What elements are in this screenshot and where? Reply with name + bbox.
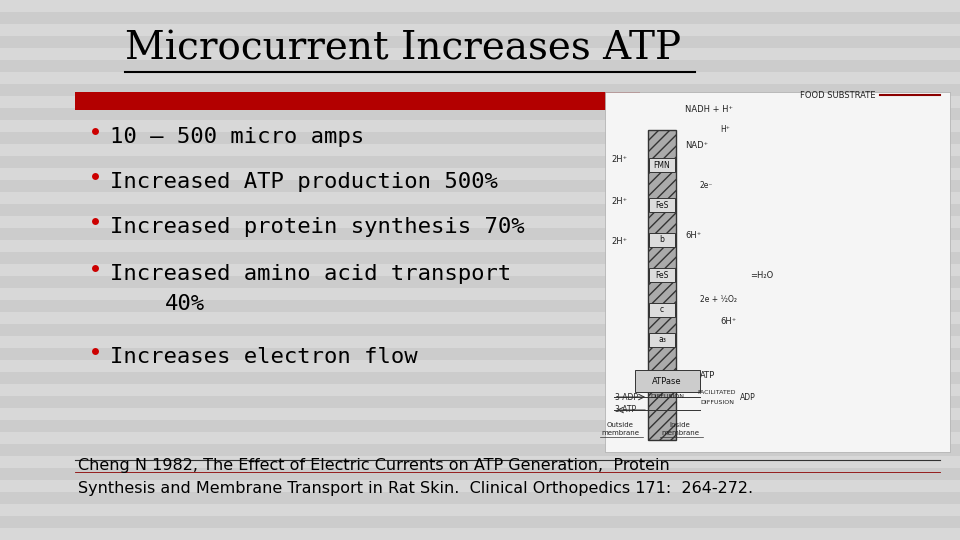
Bar <box>0 300 960 312</box>
Bar <box>0 36 960 48</box>
Bar <box>0 288 960 300</box>
Bar <box>0 432 960 444</box>
Bar <box>0 120 960 132</box>
Text: b: b <box>660 235 664 245</box>
Bar <box>0 48 960 60</box>
Bar <box>0 360 960 372</box>
Text: c: c <box>660 306 664 314</box>
Bar <box>75 92 640 110</box>
Bar <box>0 312 960 324</box>
Text: 6H⁺: 6H⁺ <box>720 318 736 327</box>
Text: 3 ATP: 3 ATP <box>615 406 636 415</box>
Bar <box>0 276 960 288</box>
Bar <box>0 108 960 120</box>
Text: 2H⁺: 2H⁺ <box>612 156 628 165</box>
Text: Increased amino acid transport: Increased amino acid transport <box>110 264 512 284</box>
Bar <box>649 158 675 172</box>
Bar <box>0 168 960 180</box>
Bar <box>649 198 675 212</box>
Bar <box>0 480 960 492</box>
Text: FeS: FeS <box>656 200 669 210</box>
Text: 40%: 40% <box>165 294 205 314</box>
Bar <box>0 132 960 144</box>
Text: 10 – 500 micro amps: 10 – 500 micro amps <box>110 127 364 147</box>
Bar <box>0 336 960 348</box>
Bar <box>605 92 950 452</box>
Bar <box>0 192 960 204</box>
Bar <box>0 516 960 528</box>
Bar <box>0 504 960 516</box>
Text: DIFFUSION: DIFFUSION <box>650 395 684 400</box>
Bar <box>0 204 960 216</box>
Bar <box>0 216 960 228</box>
Bar <box>0 144 960 156</box>
Text: NAD⁺: NAD⁺ <box>685 140 708 150</box>
Bar <box>649 233 675 247</box>
Text: DIFFUSION: DIFFUSION <box>700 400 734 404</box>
Bar <box>0 528 960 540</box>
Text: H⁺: H⁺ <box>720 125 730 134</box>
Bar <box>0 492 960 504</box>
Bar <box>0 444 960 456</box>
Text: Synthesis and Membrane Transport in Rat Skin.  Clinical Orthopedics 171:  264-27: Synthesis and Membrane Transport in Rat … <box>78 481 754 496</box>
Bar <box>0 12 960 24</box>
Bar <box>0 0 960 12</box>
Bar <box>0 84 960 96</box>
Text: 6H⁺: 6H⁺ <box>685 231 701 240</box>
Text: ATPase: ATPase <box>652 376 682 386</box>
Bar <box>0 96 960 108</box>
Text: =H₂O: =H₂O <box>750 271 773 280</box>
Bar <box>0 180 960 192</box>
Text: FeS: FeS <box>656 271 669 280</box>
Bar <box>0 228 960 240</box>
Text: 2H⁺: 2H⁺ <box>612 238 628 246</box>
Bar <box>0 468 960 480</box>
Text: 2e⁻: 2e⁻ <box>700 180 713 190</box>
Bar <box>0 60 960 72</box>
Text: Increases electron flow: Increases electron flow <box>110 347 418 367</box>
Text: Inside: Inside <box>670 422 690 428</box>
Text: Cheng N 1982, The Effect of Electric Currents on ATP Generation,  Protein: Cheng N 1982, The Effect of Electric Cur… <box>78 458 670 473</box>
Bar <box>0 348 960 360</box>
Text: NADH + H⁺: NADH + H⁺ <box>685 105 733 114</box>
Text: Increased ATP production 500%: Increased ATP production 500% <box>110 172 498 192</box>
Text: 2H⁺: 2H⁺ <box>612 198 628 206</box>
Bar <box>0 396 960 408</box>
Bar <box>0 456 960 468</box>
Bar <box>635 370 700 392</box>
Text: Outside: Outside <box>607 422 634 428</box>
Bar <box>0 156 960 168</box>
Text: 2e + ½O₂: 2e + ½O₂ <box>700 295 737 305</box>
Bar <box>0 24 960 36</box>
Bar <box>0 240 960 252</box>
Bar <box>648 130 676 440</box>
Text: membrane: membrane <box>661 430 699 436</box>
Text: ADP: ADP <box>740 393 756 402</box>
Text: ATP: ATP <box>700 370 715 380</box>
Text: a₃: a₃ <box>658 335 666 345</box>
Bar <box>0 324 960 336</box>
Text: FMN: FMN <box>654 160 670 170</box>
Bar <box>0 264 960 276</box>
Bar <box>0 72 960 84</box>
Bar <box>0 420 960 432</box>
Bar <box>649 303 675 317</box>
Text: 3 ADP: 3 ADP <box>615 393 638 402</box>
Bar <box>0 252 960 264</box>
Bar <box>649 333 675 347</box>
Text: Increased protein synthesis 70%: Increased protein synthesis 70% <box>110 217 524 237</box>
Bar <box>0 408 960 420</box>
Bar <box>0 384 960 396</box>
Text: FOOD SUBSTRATE: FOOD SUBSTRATE <box>800 91 876 99</box>
Bar <box>649 268 675 282</box>
Text: membrane: membrane <box>601 430 639 436</box>
Bar <box>0 372 960 384</box>
Text: Microcurrent Increases ATP: Microcurrent Increases ATP <box>125 30 682 67</box>
Text: FACILITATED: FACILITATED <box>697 389 735 395</box>
